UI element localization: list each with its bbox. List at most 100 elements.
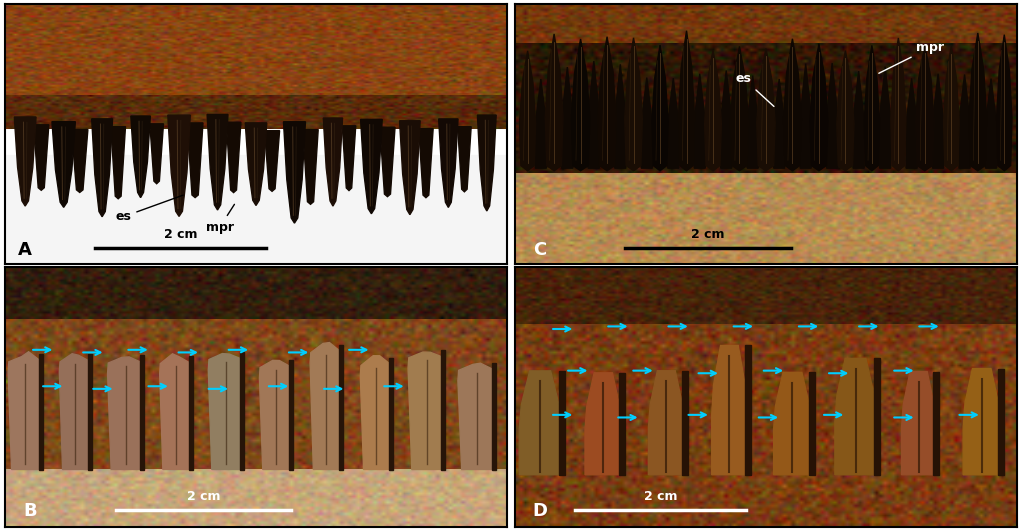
Polygon shape xyxy=(705,50,721,171)
Polygon shape xyxy=(694,74,706,168)
Polygon shape xyxy=(8,352,42,469)
Polygon shape xyxy=(342,126,355,191)
Bar xyxy=(188,356,193,469)
Polygon shape xyxy=(187,123,203,198)
Polygon shape xyxy=(837,50,854,171)
Polygon shape xyxy=(996,35,1012,171)
Polygon shape xyxy=(679,31,694,171)
Polygon shape xyxy=(985,79,996,168)
Polygon shape xyxy=(245,123,267,205)
Text: mpr: mpr xyxy=(879,41,944,73)
Bar xyxy=(873,358,880,475)
Polygon shape xyxy=(614,64,626,168)
Polygon shape xyxy=(774,79,784,168)
Polygon shape xyxy=(641,78,652,168)
Polygon shape xyxy=(59,354,91,469)
Text: 2 cm: 2 cm xyxy=(691,228,725,241)
Polygon shape xyxy=(310,342,342,469)
Text: 2 cm: 2 cm xyxy=(644,490,677,503)
Polygon shape xyxy=(14,117,36,206)
Polygon shape xyxy=(545,34,563,171)
Polygon shape xyxy=(826,63,838,168)
Polygon shape xyxy=(964,369,1000,475)
Text: A: A xyxy=(18,241,32,259)
Polygon shape xyxy=(668,78,679,168)
Text: mpr: mpr xyxy=(206,204,234,234)
Bar xyxy=(240,352,244,469)
Polygon shape xyxy=(969,33,986,171)
Text: B: B xyxy=(24,502,37,520)
Polygon shape xyxy=(901,372,936,475)
Bar xyxy=(933,372,939,475)
Polygon shape xyxy=(652,45,668,171)
Polygon shape xyxy=(380,127,395,196)
Polygon shape xyxy=(943,46,959,171)
Polygon shape xyxy=(933,74,943,168)
Polygon shape xyxy=(783,39,802,171)
Polygon shape xyxy=(34,125,49,190)
Polygon shape xyxy=(52,122,76,208)
Bar xyxy=(744,346,751,475)
Polygon shape xyxy=(519,371,561,475)
Polygon shape xyxy=(409,352,445,469)
Polygon shape xyxy=(399,121,420,215)
Text: 2 cm: 2 cm xyxy=(164,228,198,241)
Polygon shape xyxy=(800,64,811,168)
Polygon shape xyxy=(585,373,622,475)
Polygon shape xyxy=(810,44,827,171)
Bar xyxy=(558,371,564,475)
Polygon shape xyxy=(419,129,433,198)
Bar xyxy=(140,355,144,469)
Polygon shape xyxy=(111,126,126,199)
Polygon shape xyxy=(589,61,599,168)
Polygon shape xyxy=(835,358,877,475)
Polygon shape xyxy=(906,79,918,168)
Polygon shape xyxy=(150,124,164,184)
Polygon shape xyxy=(131,116,151,198)
Text: 2 cm: 2 cm xyxy=(186,490,220,503)
Polygon shape xyxy=(915,45,934,171)
Polygon shape xyxy=(168,115,190,217)
Polygon shape xyxy=(571,39,590,171)
Polygon shape xyxy=(324,118,343,206)
Polygon shape xyxy=(880,67,891,168)
Bar xyxy=(441,350,445,469)
Bar xyxy=(290,360,294,469)
Polygon shape xyxy=(773,372,811,475)
Polygon shape xyxy=(92,119,113,217)
Polygon shape xyxy=(757,48,775,171)
Polygon shape xyxy=(625,38,642,171)
Text: D: D xyxy=(532,502,548,520)
Polygon shape xyxy=(891,38,906,171)
Polygon shape xyxy=(864,45,880,171)
Polygon shape xyxy=(458,363,496,469)
Polygon shape xyxy=(648,371,684,475)
Polygon shape xyxy=(284,122,305,223)
Polygon shape xyxy=(108,357,143,469)
Bar xyxy=(682,371,688,475)
Text: es: es xyxy=(116,195,183,223)
Text: es: es xyxy=(736,72,774,106)
Polygon shape xyxy=(438,119,458,208)
Polygon shape xyxy=(264,131,280,191)
Bar xyxy=(809,372,815,475)
Polygon shape xyxy=(730,46,749,171)
Polygon shape xyxy=(303,130,318,204)
Polygon shape xyxy=(853,71,864,168)
Bar xyxy=(88,354,92,469)
Polygon shape xyxy=(160,354,191,469)
Polygon shape xyxy=(208,354,244,469)
Polygon shape xyxy=(712,346,748,475)
Polygon shape xyxy=(72,130,88,192)
Bar xyxy=(618,373,625,475)
Polygon shape xyxy=(259,361,293,469)
Bar xyxy=(339,345,343,469)
Polygon shape xyxy=(360,119,382,214)
Polygon shape xyxy=(536,79,547,168)
Bar xyxy=(997,369,1004,475)
Polygon shape xyxy=(721,71,732,168)
Bar xyxy=(39,354,43,469)
Polygon shape xyxy=(458,127,471,192)
Polygon shape xyxy=(360,356,392,469)
Polygon shape xyxy=(477,115,497,211)
